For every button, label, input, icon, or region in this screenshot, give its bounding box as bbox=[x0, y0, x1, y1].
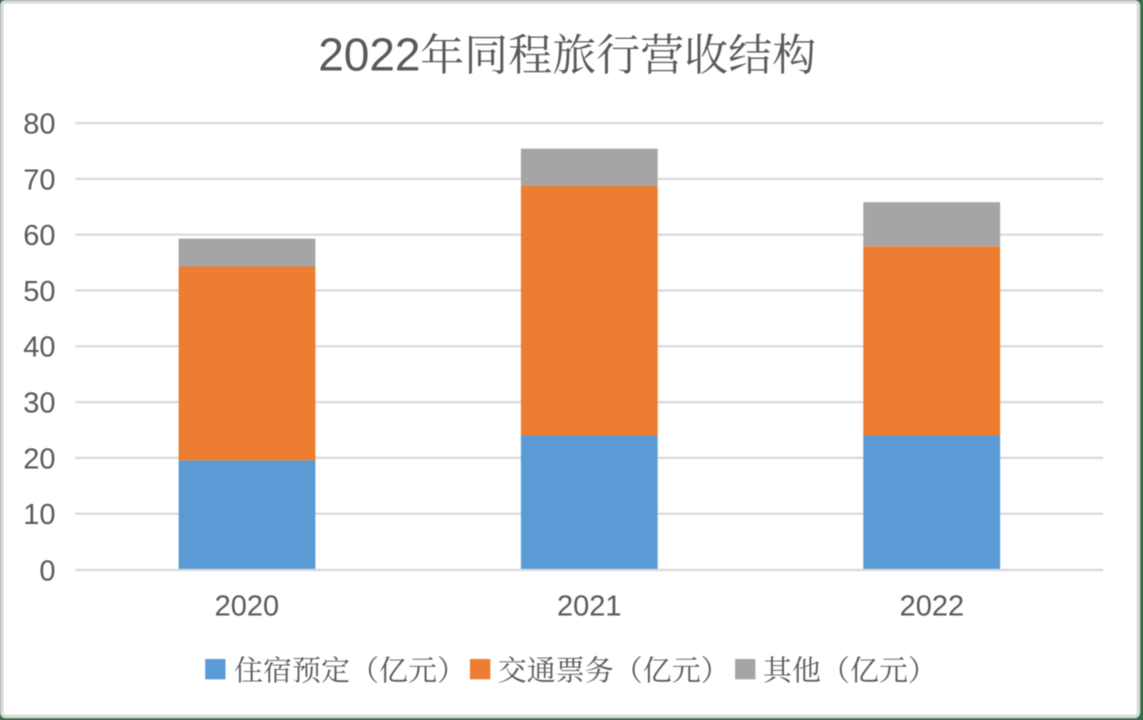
svg-text:30: 30 bbox=[23, 388, 55, 420]
svg-text:2022: 2022 bbox=[900, 591, 965, 623]
svg-text:70: 70 bbox=[23, 164, 55, 196]
svg-text:2021: 2021 bbox=[557, 591, 622, 623]
svg-text:60: 60 bbox=[23, 220, 55, 252]
svg-text:40: 40 bbox=[23, 332, 55, 364]
svg-text:50: 50 bbox=[23, 276, 55, 308]
svg-text:80: 80 bbox=[23, 109, 55, 141]
svg-text:0: 0 bbox=[39, 555, 55, 587]
svg-text:10: 10 bbox=[23, 499, 55, 531]
svg-text:2020: 2020 bbox=[215, 591, 280, 623]
svg-text:2022: 2022 bbox=[318, 28, 420, 80]
svg-text:20: 20 bbox=[23, 443, 55, 475]
